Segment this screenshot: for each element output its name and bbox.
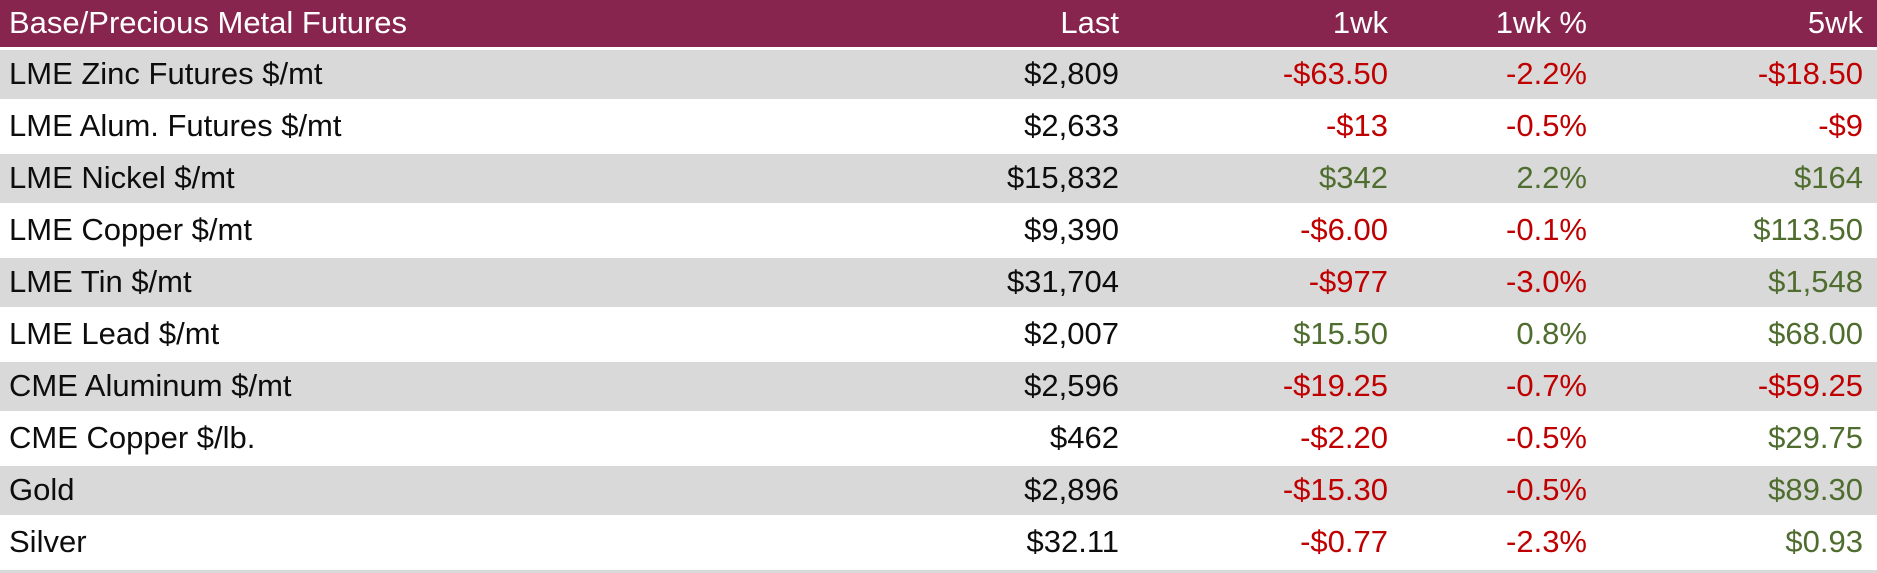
instrument-name: LME Zinc Futures $/mt [0,50,940,102]
last-value: $15,832 [940,154,1133,206]
instrument-name: Silver [0,518,940,570]
change-1wk-pct: 0.8% [1402,310,1601,362]
change-1wk-pct: -3.0% [1402,258,1601,310]
change-5wk: $1,548 [1601,258,1877,310]
last-value: $31,704 [940,258,1133,310]
change-5wk: $89.30 [1601,466,1877,518]
last-value: $2,633 [940,102,1133,154]
last-value: $2,596 [940,362,1133,414]
change-1wk: -$15.30 [1133,466,1402,518]
change-1wk: -$63.50 [1133,50,1402,102]
change-5wk: $164 [1601,154,1877,206]
instrument-name: Gold [0,466,940,518]
change-5wk: $29.75 [1601,414,1877,466]
table-row: CME Aluminum $/mt $2,596 -$19.25 -0.7% -… [0,362,1877,414]
table-row: LME Zinc Futures $/mt $2,809 -$63.50 -2.… [0,50,1877,102]
change-1wk: -$977 [1133,258,1402,310]
table-row: LME Lead $/mt $2,007 $15.50 0.8% $68.00 … [0,310,1877,362]
change-1wk: $15.50 [1133,310,1402,362]
last-value: $462 [940,414,1133,466]
instrument-name: LME Alum. Futures $/mt [0,102,940,154]
change-5wk: -$59.25 [1601,362,1877,414]
header-5wk: 5wk [1601,0,1877,50]
change-1wk: -$13 [1133,102,1402,154]
table-row: LME Copper $/mt $9,390 -$6.00 -0.1% $113… [0,206,1877,258]
last-value: $2,007 [940,310,1133,362]
last-value: $2,809 [940,50,1133,102]
table-row: CME Copper $/lb. $462 -$2.20 -0.5% $29.7… [0,414,1877,466]
instrument-name: LME Nickel $/mt [0,154,940,206]
instrument-name: CME Copper $/lb. [0,414,940,466]
header-last: Last [940,0,1133,50]
change-1wk-pct: -0.5% [1402,466,1601,518]
table-row: LME Alum. Futures $/mt $2,633 -$13 -0.5%… [0,102,1877,154]
table-row: LME Nickel $/mt $15,832 $342 2.2% $164 1… [0,154,1877,206]
change-1wk: -$6.00 [1133,206,1402,258]
change-5wk: $68.00 [1601,310,1877,362]
change-5wk: $113.50 [1601,206,1877,258]
change-1wk: -$0.77 [1133,518,1402,570]
last-value: $2,896 [940,466,1133,518]
instrument-name: LME Lead $/mt [0,310,940,362]
change-1wk: -$19.25 [1133,362,1402,414]
next-row-edge [0,570,1877,573]
change-1wk: $342 [1133,154,1402,206]
instrument-name: LME Copper $/mt [0,206,940,258]
change-1wk-pct: -0.5% [1402,414,1601,466]
header-1wk-pct: 1wk % [1402,0,1601,50]
change-1wk-pct: -0.7% [1402,362,1601,414]
change-1wk-pct: 2.2% [1402,154,1601,206]
change-5wk: $0.93 [1601,518,1877,570]
change-1wk-pct: -0.1% [1402,206,1601,258]
change-5wk: -$18.50 [1601,50,1877,102]
change-1wk-pct: -2.2% [1402,50,1601,102]
table-row: Gold $2,896 -$15.30 -0.5% $89.30 3.2% [0,466,1877,518]
header-row: Base/Precious Metal Futures Last 1wk 1wk… [0,0,1877,50]
last-value: $32.11 [940,518,1133,570]
header-1wk: 1wk [1133,0,1402,50]
header-title: Base/Precious Metal Futures [0,0,940,50]
table-row: LME Tin $/mt $31,704 -$977 -3.0% $1,548 … [0,258,1877,310]
last-value: $9,390 [940,206,1133,258]
instrument-name: LME Tin $/mt [0,258,940,310]
change-5wk: -$9 [1601,102,1877,154]
change-1wk-pct: -0.5% [1402,102,1601,154]
table-row: Silver $32.11 -$0.77 -2.3% $0.93 3.0% [0,518,1877,570]
change-1wk: -$2.20 [1133,414,1402,466]
instrument-name: CME Aluminum $/mt [0,362,940,414]
change-1wk-pct: -2.3% [1402,518,1601,570]
